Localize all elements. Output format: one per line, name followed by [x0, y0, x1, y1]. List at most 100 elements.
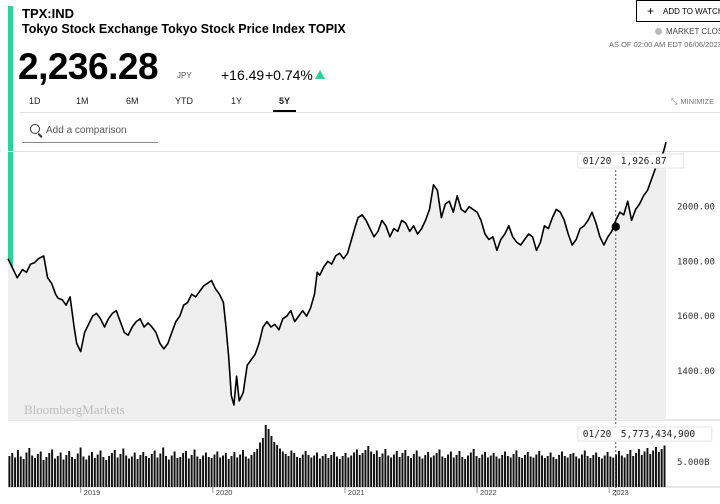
volume-bar	[28, 448, 31, 487]
minimize-button[interactable]: ⤡ MINIMIZE	[671, 97, 714, 107]
volume-bar	[427, 452, 430, 487]
volume-bar	[429, 457, 432, 487]
add-to-watchlist-button[interactable]: + ADD TO WATCHLIST	[636, 0, 720, 22]
volume-bar	[449, 451, 452, 487]
hover-volume: 5,773,434,900	[621, 429, 696, 440]
volume-bar	[526, 452, 529, 487]
volume-bar	[159, 453, 162, 487]
volume-bar	[632, 456, 635, 487]
volume-bar	[529, 456, 532, 487]
market-status-label: MARKET CLOSED	[666, 27, 720, 36]
tab-1y[interactable]: 1Y	[231, 96, 243, 106]
volume-bar	[119, 454, 122, 487]
volume-bar	[210, 458, 213, 487]
volume-bar	[583, 450, 586, 487]
volume-bar	[99, 450, 102, 487]
volume-bar	[321, 456, 324, 487]
volume-bar	[284, 454, 287, 487]
volume-bar	[595, 452, 598, 487]
volume-bar	[187, 458, 190, 487]
volume-bar	[486, 457, 489, 487]
volume-bar	[335, 456, 338, 487]
crosshair-point	[611, 222, 620, 231]
volume-bar	[509, 457, 512, 487]
volume-bar	[344, 453, 347, 487]
volume-bar	[11, 453, 14, 487]
volume-bar	[287, 456, 290, 487]
accent-bar	[8, 6, 13, 284]
volume-bar	[313, 455, 316, 487]
volume-bar	[589, 458, 592, 487]
volume-bar	[122, 448, 125, 487]
volume-bar	[241, 450, 244, 487]
ticker-symbol: TPX:IND	[22, 6, 74, 21]
volume-bar	[105, 460, 108, 487]
volume-bar	[56, 456, 59, 487]
volume-bar	[398, 457, 401, 487]
volume-bar	[230, 456, 233, 487]
volume-bar	[133, 452, 136, 487]
tabs-divider	[20, 112, 720, 113]
volume-bar	[484, 452, 487, 487]
volume-bar	[512, 454, 515, 487]
volume-bar	[580, 454, 583, 487]
volume-bar	[518, 457, 521, 487]
volume-bar	[39, 451, 42, 487]
volume-bar	[489, 455, 492, 487]
volume-bar	[279, 448, 281, 487]
hover-date: 01/20	[583, 156, 612, 167]
volume-bar	[199, 459, 202, 487]
volume-bar	[410, 458, 412, 487]
volume-bar	[481, 454, 484, 487]
volume-bar	[333, 452, 336, 487]
volume-bar	[88, 455, 91, 487]
volume-bar	[384, 449, 387, 487]
volume-bar	[293, 453, 296, 487]
volume-bar	[637, 449, 640, 487]
volume-bar	[93, 458, 96, 487]
comparison-search[interactable]	[22, 118, 158, 143]
volume-bar	[71, 457, 74, 487]
volume-bar	[167, 459, 170, 487]
volume-bar	[202, 455, 205, 487]
volume-bar	[324, 454, 327, 487]
volume-bar	[495, 456, 498, 487]
volume-bar	[447, 454, 450, 487]
volume-bar	[85, 459, 88, 487]
volume-bar	[469, 452, 472, 487]
tab-1d[interactable]: 1D	[29, 96, 41, 106]
volume-bar	[276, 445, 279, 487]
volume-bar	[620, 455, 623, 487]
volume-bar	[281, 451, 284, 487]
volume-bar	[16, 450, 19, 487]
tab-5y[interactable]: 5Y	[273, 96, 297, 112]
price-line	[7, 141, 667, 406]
volume-bar	[34, 458, 36, 487]
volume-bar	[395, 451, 398, 487]
volume-bar	[65, 455, 68, 487]
price-tick-label: 1800.00	[677, 257, 715, 267]
volume-bar	[432, 455, 435, 487]
volume-bar	[629, 450, 632, 487]
volume-bar	[233, 452, 236, 487]
comparison-search-input[interactable]	[44, 120, 158, 140]
year-label: 2019	[84, 488, 101, 497]
tab-6m[interactable]: 6M	[126, 96, 139, 106]
search-icon	[30, 124, 40, 134]
currency-label: JPY	[177, 71, 192, 80]
volume-bar	[310, 457, 313, 487]
volume-bar	[387, 455, 390, 487]
volume-bar	[239, 454, 242, 487]
volume-bar	[79, 447, 82, 487]
volume-bar	[640, 455, 643, 487]
tab-ytd[interactable]: YTD	[175, 96, 193, 106]
volume-bar	[273, 442, 276, 487]
market-status: MARKET CLOSED	[655, 27, 720, 36]
volume-bar	[646, 448, 649, 487]
tab-1m[interactable]: 1M	[76, 96, 89, 106]
volume-bar	[424, 455, 427, 487]
year-label: 2020	[216, 488, 233, 497]
volume-bar	[330, 455, 333, 487]
volume-bar	[549, 452, 552, 487]
